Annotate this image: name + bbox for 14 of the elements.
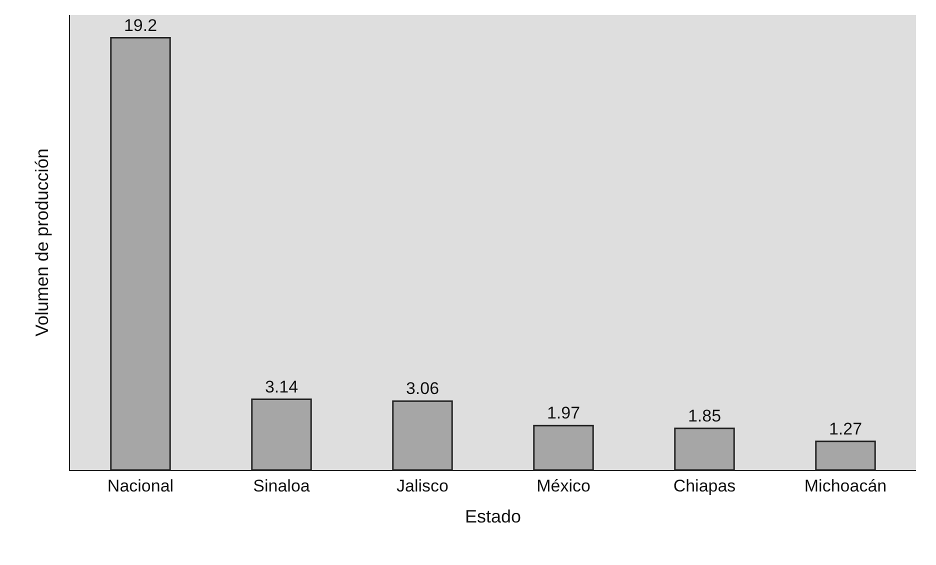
data-label: 19.2 [124, 16, 158, 35]
x-tick-label: México [536, 476, 590, 496]
data-label: 1.97 [546, 404, 580, 423]
data-label: 1.85 [688, 406, 722, 426]
y-axis-title: Volumen de producción [32, 148, 52, 337]
data-label: 3.06 [406, 379, 440, 398]
data-label: 3.14 [264, 377, 298, 396]
x-tick-label: Chiapas [673, 476, 736, 496]
x-axis-title: Estado [464, 506, 522, 526]
x-tick-label: Sinaloa [253, 476, 310, 496]
x-tick-label: Jalisco [396, 476, 448, 496]
data-label: 1.27 [828, 419, 862, 438]
x-tick-label: Michoacán [804, 476, 887, 496]
x-tick-label: Nacional [107, 476, 174, 496]
